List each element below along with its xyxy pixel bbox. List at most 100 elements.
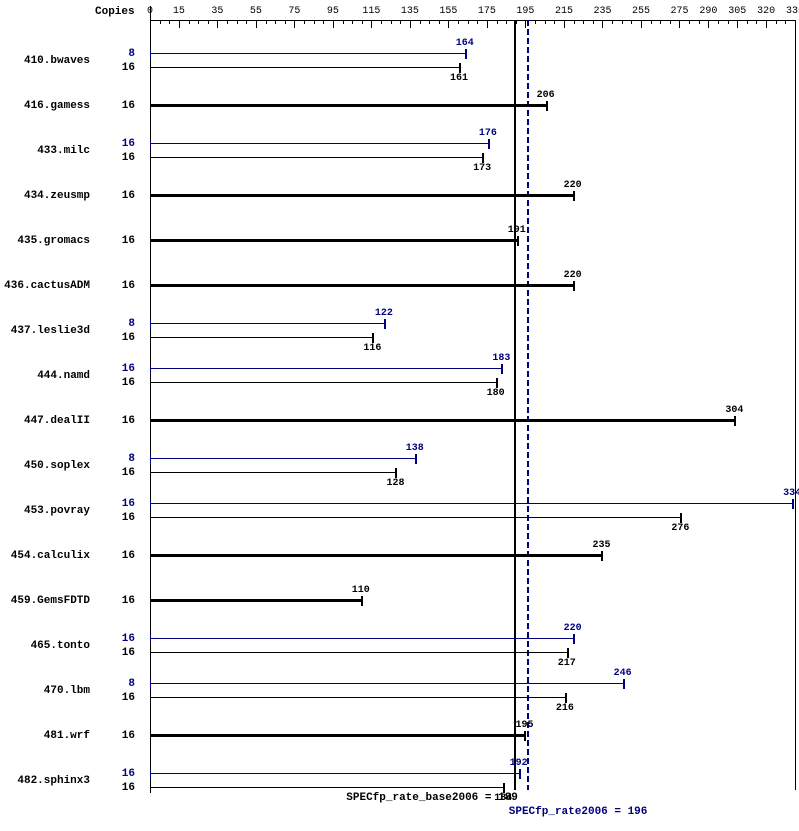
copies-value: 16: [0, 647, 135, 659]
copies-value: 16: [0, 377, 135, 389]
x-minor-tick: [189, 20, 190, 24]
x-minor-tick: [718, 20, 719, 24]
result-value: 192: [510, 758, 528, 769]
ref-line-peak: [527, 668, 529, 674]
ref-line-peak: [527, 524, 529, 530]
result-value: 176: [479, 128, 497, 139]
benchmark-chart: Copies 015355575951151351551751952152352…: [0, 0, 799, 831]
bar-end-cap: [482, 153, 484, 163]
bar-end-cap: [623, 679, 625, 689]
bar-end-cap: [459, 63, 461, 73]
copies-value: 16: [0, 467, 135, 479]
x-tick-label: 215: [552, 6, 576, 17]
result-bar: [150, 773, 520, 774]
result-bar: [150, 787, 504, 788]
ref-line-peak: [527, 695, 529, 701]
x-minor-tick: [275, 20, 276, 24]
copies-value: 16: [0, 138, 135, 150]
x-tick-label: 320: [754, 6, 778, 17]
x-minor-tick: [593, 20, 594, 24]
ref-line-peak: [527, 749, 529, 755]
x-minor-tick: [362, 20, 363, 24]
x-minor-tick: [651, 20, 652, 24]
ref-line-peak: [527, 110, 529, 116]
result-value: 161: [450, 73, 468, 84]
bar-end-cap: [488, 139, 490, 149]
result-value: 122: [375, 308, 393, 319]
x-minor-tick: [574, 20, 575, 24]
ref-line-peak: [527, 506, 529, 512]
copies-value: 16: [0, 190, 135, 202]
ref-line-peak: [527, 704, 529, 710]
ref-line-peak: [527, 29, 529, 35]
bar-end-cap: [384, 319, 386, 329]
x-minor-tick: [583, 20, 584, 24]
result-bar: [150, 599, 362, 602]
result-value: 116: [363, 343, 381, 354]
copies-value: 16: [0, 498, 135, 510]
x-tick-label: 275: [667, 6, 691, 17]
result-value: 276: [671, 523, 689, 534]
bar-start-cap: [150, 783, 151, 793]
x-minor-tick: [429, 20, 430, 24]
result-value: 304: [725, 405, 743, 416]
x-minor-tick: [689, 20, 690, 24]
x-tick: [641, 20, 642, 28]
x-tick: [487, 20, 488, 28]
ref-line-peak: [527, 407, 529, 413]
result-bar: [150, 419, 735, 422]
x-tick: [679, 20, 680, 28]
x-tick: [525, 20, 526, 28]
ref-line-peak: [527, 119, 529, 125]
x-minor-tick: [506, 20, 507, 24]
x-tick-label: 35: [205, 6, 229, 17]
ref-line-peak: [527, 614, 529, 620]
ref-line-peak: [527, 209, 529, 215]
bar-start-cap: [150, 49, 151, 59]
x-tick: [448, 20, 449, 28]
ref-line-peak: [527, 578, 529, 584]
ref-line-peak: [527, 443, 529, 449]
bar-end-cap: [792, 499, 794, 509]
bar-start-cap: [150, 364, 151, 374]
ref-line-peak: [527, 731, 529, 737]
ref-line-base: [514, 20, 516, 790]
ref-line-peak: [527, 686, 529, 692]
copies-value: 16: [0, 152, 135, 164]
result-value: 164: [456, 38, 474, 49]
ref-line-peak: [527, 713, 529, 719]
x-tick-label: 305: [725, 6, 749, 17]
ref-line-peak: [527, 38, 529, 44]
x-minor-tick: [497, 20, 498, 24]
ref-line-peak: [527, 398, 529, 404]
x-tick: [371, 20, 372, 28]
result-value: 216: [556, 703, 574, 714]
result-value: 173: [473, 163, 491, 174]
result-bar: [150, 368, 502, 369]
bar-end-cap: [680, 513, 682, 523]
x-tick-label: 335: [783, 6, 799, 17]
x-minor-tick: [400, 20, 401, 24]
copies-value: 8: [0, 678, 135, 690]
ref-line-peak: [527, 479, 529, 485]
copies-value: 8: [0, 48, 135, 60]
x-tick: [708, 20, 709, 28]
bar-end-cap: [496, 378, 498, 388]
bar-end-cap: [519, 769, 521, 779]
copies-column-header: Copies: [95, 6, 135, 18]
x-tick-label: 235: [590, 6, 614, 17]
x-minor-tick: [545, 20, 546, 24]
copies-value: 16: [0, 550, 135, 562]
result-bar: [150, 194, 574, 197]
x-minor-tick: [670, 20, 671, 24]
result-value: 334: [783, 488, 799, 499]
ref-line-peak: [527, 641, 529, 647]
result-value: 220: [564, 623, 582, 634]
x-tick: [179, 20, 180, 28]
result-bar: [150, 53, 466, 54]
x-tick: [795, 20, 796, 28]
ref-line-peak: [527, 155, 529, 161]
bar-start-cap: [150, 333, 151, 343]
ref-line-peak: [527, 218, 529, 224]
x-minor-tick: [381, 20, 382, 24]
